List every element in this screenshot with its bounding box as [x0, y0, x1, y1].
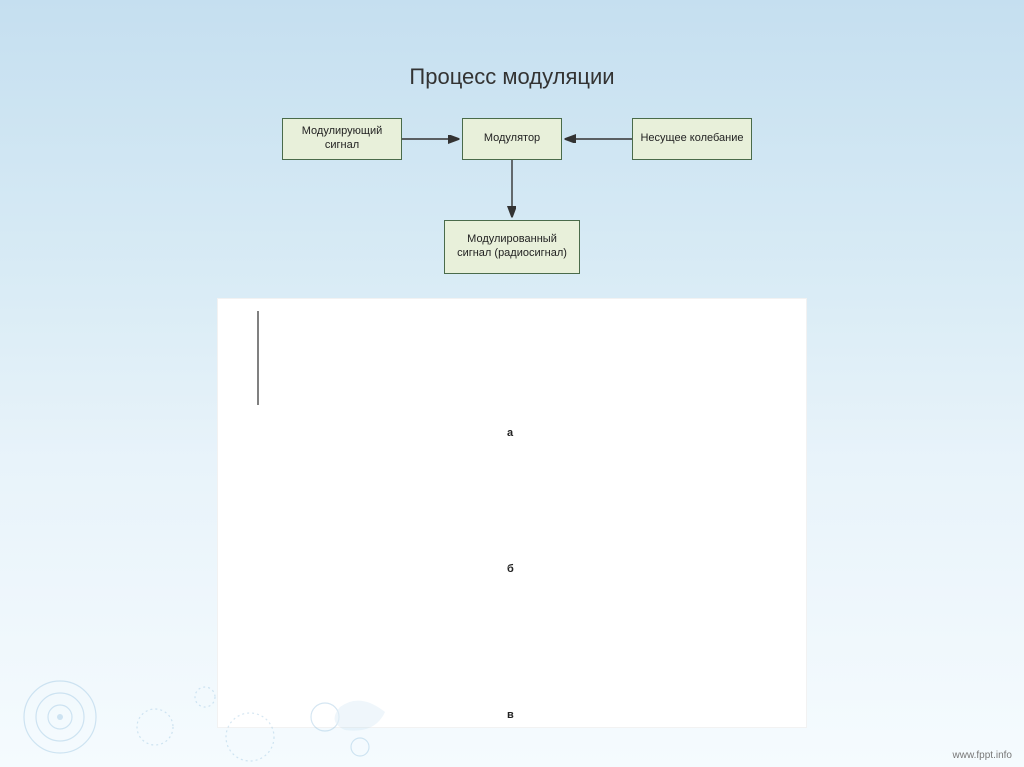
rowlabel-a: а: [507, 427, 513, 439]
footer-link: www.fppt.info: [953, 750, 1012, 761]
figure-panel: а б в: [217, 298, 807, 728]
page-title: Процесс модуляции: [0, 0, 1024, 90]
rowlabel-c: в: [507, 709, 514, 721]
flowchart: Модулирующий сигнал Модулятор Несущее ко…: [232, 118, 792, 286]
flow-arrows: [232, 118, 792, 286]
figure-svg: [218, 299, 808, 729]
rowlabel-b: б: [507, 563, 514, 575]
